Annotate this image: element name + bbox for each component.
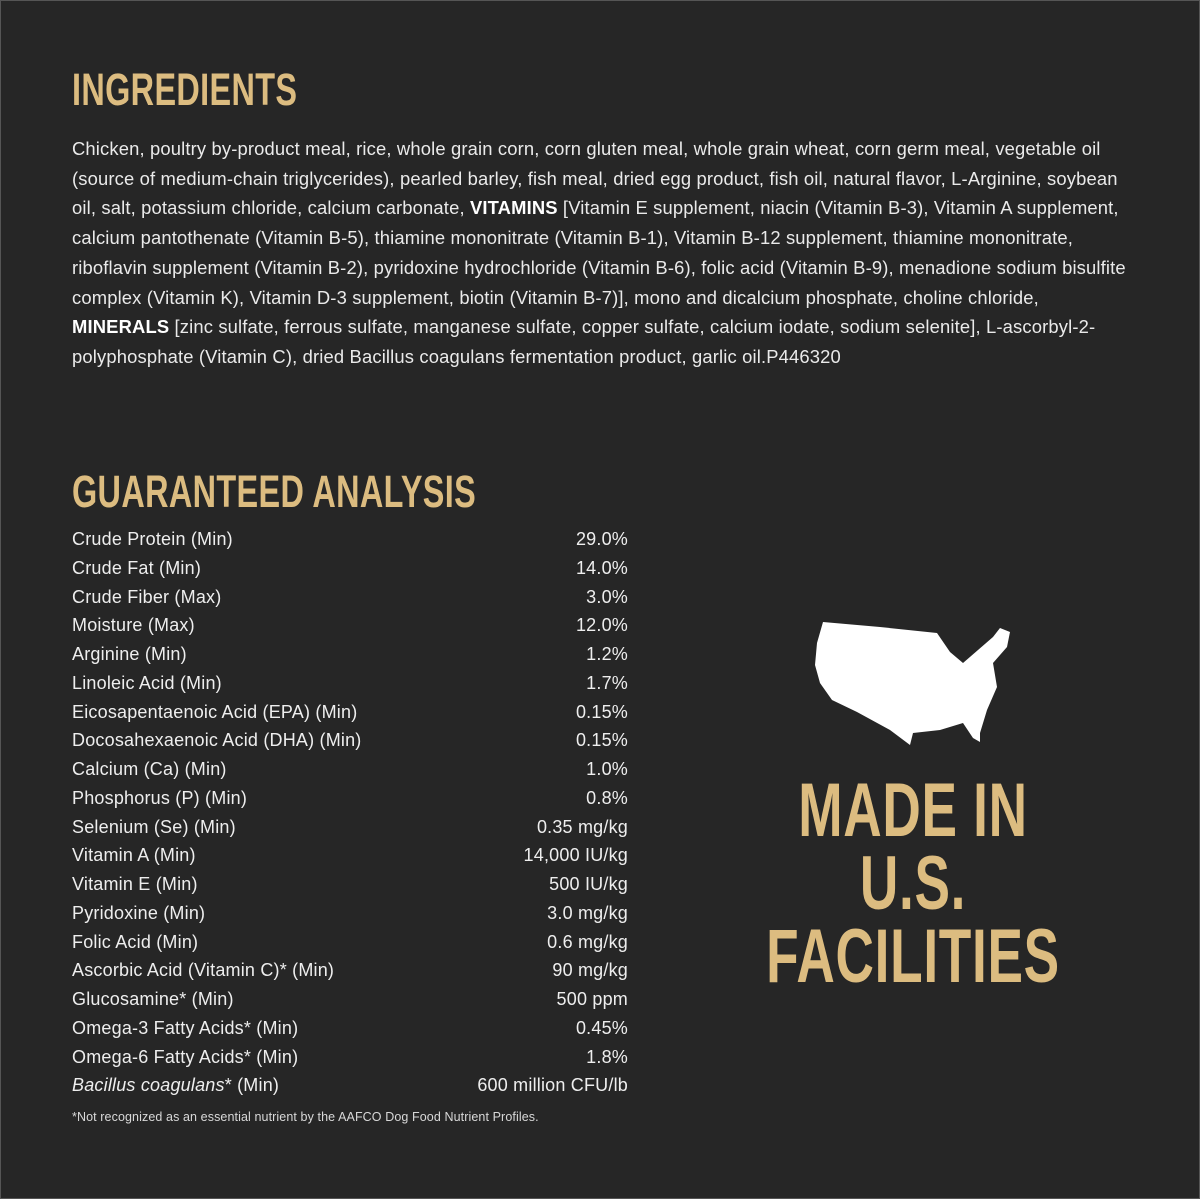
nutrient-value: 500 IU/kg [549,874,628,894]
nutrient-label-text: Phosphorus (P) (Min) [72,787,248,808]
nutrient-label: Arginine (Min) [72,640,187,669]
nutrient-label-text: Folic Acid (Min) [72,931,199,952]
nutrient-value: 29.0% [575,529,628,549]
analysis-row: Crude Fiber (Max) 3.0% [72,583,628,612]
footnote: *Not recognized as an essential nutrient… [72,1110,539,1124]
analysis-heading: GUARANTEED ANALYSIS [72,466,477,517]
nutrient-value: 3.0 mg/kg [547,902,628,923]
analysis-row: Vitamin E (Min) 500 IU/kg [72,870,628,899]
nutrient-label-text: Vitamin E (Min) [72,874,198,894]
minerals-label: MINERALS [72,316,170,338]
nutrient-label-text: Crude Fat (Min) [72,557,202,578]
analysis-row: Omega-3 Fatty Acids* (Min) 0.45% [72,1014,628,1043]
nutrient-label-text: Linoleic Acid (Min) [72,672,222,693]
nutrient-label-text: Moisture (Max) [72,615,195,636]
nutrient-label: Pyridoxine (Min) [72,899,205,928]
nutrient-label: Phosphorus (P) (Min) [72,784,247,813]
analysis-row: Pyridoxine (Min) 3.0 mg/kg [72,899,628,928]
nutrient-label-text: Eicosapentaenoic Acid (EPA) (Min) [72,701,358,722]
analysis-row: Linoleic Acid (Min) 1.7% [72,669,628,698]
nutrient-label-text: Omega-6 Fatty Acids* (Min) [72,1046,299,1067]
nutrient-value: 0.15% [575,701,628,722]
nutrient-label-italic: Bacillus coagulans [72,1075,225,1096]
analysis-table: Crude Protein (Min) 29.0% Crude Fat (Min) 1… [72,525,628,1100]
nutrient-label-text: Glucosamine* (Min) [72,989,234,1009]
nutrient-value: 1.2% [586,644,628,664]
nutrient-label-text: Ascorbic Acid (Vitamin C)* (Min) [72,960,335,981]
made-in-usa-badge: MADE IN U.S. FACILITIES [703,768,1123,999]
nutrient-value: 14.0% [575,557,628,578]
analysis-row: Phosphorus (P) (Min) 0.8% [72,784,628,813]
nutrient-value: 0.45% [575,1017,628,1038]
badge-line: MADE IN [798,768,1028,853]
nutrient-label: Omega-3 Fatty Acids* (Min) [72,1014,298,1043]
analysis-row: Calcium (Ca) (Min) 1.0% [72,755,628,784]
analysis-row: Arginine (Min) 1.2% [72,640,628,669]
nutrient-value: 0.6 mg/kg [547,931,628,952]
nutrient-label: Glucosamine* (Min) [72,985,234,1014]
analysis-row: Crude Fat (Min) 14.0% [72,554,628,583]
nutrient-value: 14,000 IU/kg [523,845,628,866]
nutrient-label-text: Crude Fiber (Max) [72,586,222,607]
ingredients-part: [zinc sulfate, ferrous sulfate, manganes… [72,316,1096,367]
nutrient-label-text: Pyridoxine (Min) [72,902,206,923]
nutrient-label: Linoleic Acid (Min) [72,669,222,698]
nutrient-label: Calcium (Ca) (Min) [72,755,227,784]
vitamins-label: VITAMINS [469,197,558,219]
nutrient-label-text: Selenium (Se) (Min) [72,816,236,837]
nutrient-label-text: Arginine (Min) [72,644,187,664]
badge-line: U.S. [859,841,967,926]
analysis-row: Glucosamine* (Min) 500 ppm [72,985,628,1014]
ingredients-part: Chicken, poultry by-product meal, rice, … [72,138,1118,219]
analysis-row: Crude Protein (Min) 29.0% [72,525,628,554]
nutrient-value: 1.8% [586,1046,628,1067]
nutrient-value: 12.0% [575,615,628,636]
nutrient-value: 0.8% [586,787,628,808]
nutrient-label-text: * (Min) [224,1075,280,1096]
ingredients-part: [Vitamin E supplement, niacin (Vitamin B… [72,197,1126,308]
analysis-row: Selenium (Se) (Min) 0.35 mg/kg [72,813,628,842]
analysis-row: Docosahexaenoic Acid (DHA) (Min) 0.15% [72,726,628,755]
analysis-row: Moisture (Max) 12.0% [72,611,628,640]
nutrient-label: Eicosapentaenoic Acid (EPA) (Min) [72,698,357,727]
usa-map-shape [815,622,1010,745]
nutrient-label: Omega-6 Fatty Acids* (Min) [72,1043,298,1072]
nutrient-value: 3.0% [586,586,628,607]
nutrient-label-text: Vitamin A (Min) [72,845,196,866]
nutrient-label: Docosahexaenoic Acid (DHA) (Min) [72,726,362,755]
analysis-row: Bacillus coagulans* (Min) 600 million CFU… [72,1071,628,1100]
analysis-row: Folic Acid (Min) 0.6 mg/kg [72,928,628,957]
nutrient-label: Folic Acid (Min) [72,928,198,957]
nutrient-value: 1.7% [586,672,628,693]
nutrient-label: Vitamin A (Min) [72,841,196,870]
nutrient-label: Selenium (Se) (Min) [72,813,236,842]
nutrient-label: Moisture (Max) [72,611,195,640]
nutrient-value: 0.15% [575,730,628,751]
analysis-row: Omega-6 Fatty Acids* (Min) 1.8% [72,1043,628,1072]
ingredients-text: Chicken, poultry by-product meal, rice, … [72,134,1132,372]
analysis-row: Vitamin A (Min) 14,000 IU/kg [72,841,628,870]
nutrient-label: Crude Fat (Min) [72,554,201,583]
nutrient-label: Vitamin E (Min) [72,870,198,899]
nutrient-value: 500 ppm [556,989,628,1009]
nutrient-label-text: Omega-3 Fatty Acids* (Min) [72,1017,299,1038]
nutrient-value: 90 mg/kg [552,960,628,981]
nutrient-value: 0.35 mg/kg [536,816,628,837]
analysis-row: Eicosapentaenoic Acid (EPA) (Min) 0.15% [72,698,628,727]
nutrient-value: 1.0% [586,759,628,779]
product-code: P446320 [766,345,841,367]
nutrient-label: Ascorbic Acid (Vitamin C)* (Min) [72,956,334,985]
ingredients-heading: INGREDIENTS [72,64,298,115]
nutrient-value: 600 million CFU/lb [477,1075,628,1096]
nutrient-label-text: Docosahexaenoic Acid (DHA) (Min) [72,730,362,751]
analysis-row: Ascorbic Acid (Vitamin C)* (Min) 90 mg/kg [72,956,628,985]
nutrient-label-text: Crude Protein (Min) [72,529,233,549]
nutrient-label-text: Calcium (Ca) (Min) [72,759,227,779]
nutrient-label: Bacillus coagulans* (Min) [72,1071,279,1100]
nutrient-label: Crude Protein (Min) [72,525,233,554]
badge-line: FACILITIES [766,914,1060,999]
nutrient-label: Crude Fiber (Max) [72,583,221,612]
